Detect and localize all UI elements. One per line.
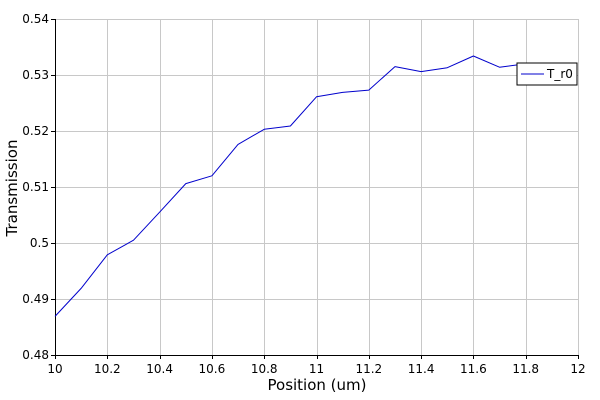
x-tick-label: 11.6 <box>460 362 487 376</box>
legend-box <box>516 62 578 86</box>
y-tick-label: 0.5 <box>30 236 49 250</box>
axes <box>51 19 579 359</box>
x-tick-label: 11 <box>309 362 324 376</box>
y-tick-label: 0.53 <box>22 68 49 82</box>
x-tick-label: 11.4 <box>408 362 435 376</box>
x-tick-label: 10.6 <box>199 362 226 376</box>
x-tick-label: 10.8 <box>251 362 278 376</box>
y-tick-label: 0.54 <box>22 12 49 26</box>
x-tick-label: 10.4 <box>146 362 173 376</box>
y-tick-label: 0.49 <box>22 292 49 306</box>
x-tick-label: 10.2 <box>94 362 121 376</box>
x-tick-label: 11.2 <box>355 362 382 376</box>
y-tick-label: 0.52 <box>22 124 49 138</box>
x-tick-label: 10 <box>47 362 62 376</box>
y-tick-label: 0.51 <box>22 180 49 194</box>
tick-labels: 10 10.2 10.4 10.6 10.8 11 11.2 11.4 11.6 11.8 12 0.… <box>22 12 585 376</box>
x-axis-title: Position (um) <box>268 376 367 394</box>
y-axis-title: Transmission <box>3 140 21 238</box>
legend: T_r0 <box>516 62 578 86</box>
x-tick-label: 12 <box>570 362 585 376</box>
y-tick-label: 0.48 <box>22 348 49 362</box>
legend-label-T_r0: T_r0 <box>546 67 573 81</box>
x-tick-label: 11.8 <box>512 362 539 376</box>
